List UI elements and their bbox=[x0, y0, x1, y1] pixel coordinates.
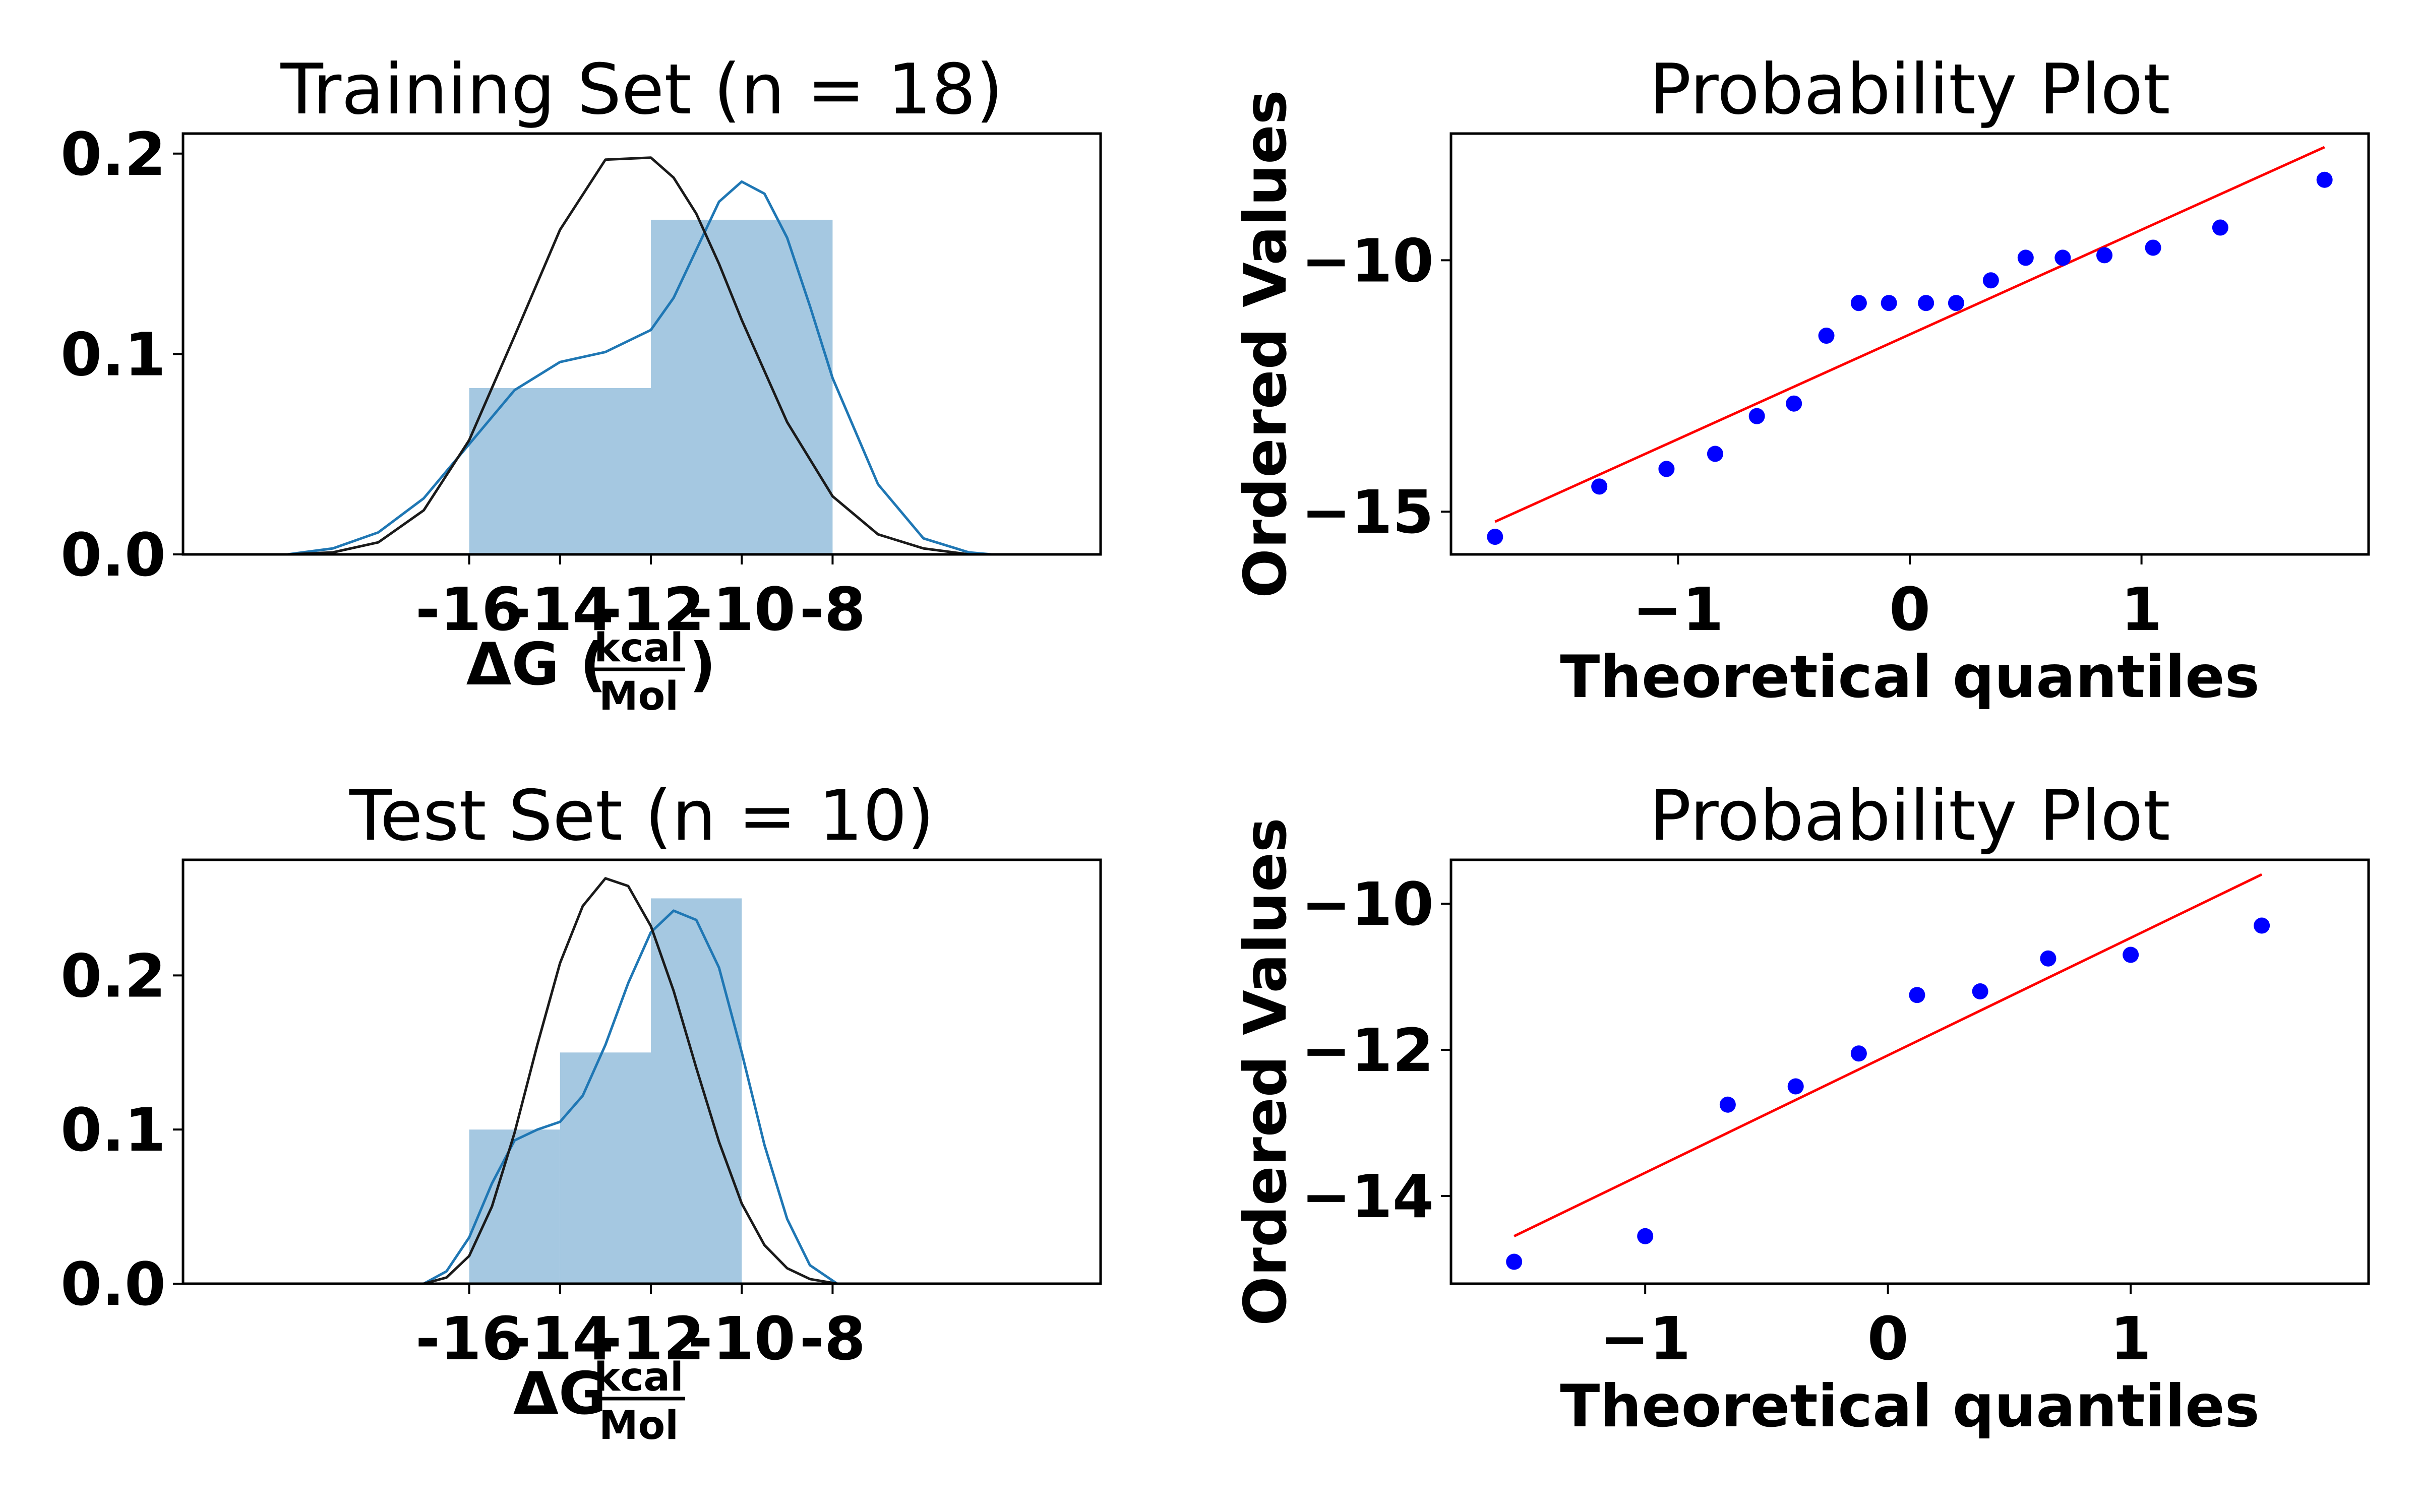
y-axis-label: Ordered Values bbox=[1232, 90, 1300, 598]
y-tick-label: 0.0 bbox=[60, 520, 166, 590]
x-axis-label: Theoretical quantiles bbox=[1560, 643, 2260, 711]
x-tick-label: -10 bbox=[688, 575, 796, 644]
y-tick-label: 0.2 bbox=[60, 941, 166, 1011]
x-tick-label: -12 bbox=[597, 1304, 704, 1373]
y-tick-label: 0.0 bbox=[60, 1249, 166, 1319]
chart-title: Probability Plot bbox=[1649, 49, 2170, 130]
data-point-10 bbox=[2254, 917, 2270, 934]
data-point-16 bbox=[2145, 239, 2161, 256]
y-tick-label: −10 bbox=[1301, 869, 1434, 939]
x-tick-label: 1 bbox=[2110, 1304, 2151, 1373]
y-tick-label: −14 bbox=[1301, 1162, 1434, 1231]
data-point-17 bbox=[2212, 219, 2228, 236]
data-point-2 bbox=[1637, 1228, 1654, 1244]
x-axis-label-unit-numerator: kcal bbox=[594, 625, 683, 671]
data-point-9 bbox=[2123, 947, 2139, 963]
histogram-bar-3 bbox=[651, 898, 742, 1284]
data-point-8 bbox=[1850, 295, 1867, 311]
plot-area bbox=[1506, 873, 2270, 1270]
data-point-6 bbox=[1786, 395, 1802, 412]
y-tick-label: 0.1 bbox=[60, 320, 166, 389]
plot-area bbox=[287, 156, 992, 554]
plot-area bbox=[1487, 146, 2333, 545]
fit-line bbox=[1514, 873, 2263, 1238]
data-point-14 bbox=[2054, 249, 2071, 266]
data-point-7 bbox=[1972, 983, 1988, 999]
x-tick-label: -14 bbox=[506, 575, 614, 644]
y-tick-label: 0.2 bbox=[60, 119, 166, 189]
x-axis-label-unit-numerator: kcal bbox=[594, 1355, 683, 1400]
data-point-11 bbox=[1948, 295, 1964, 311]
data-point-12 bbox=[1982, 272, 1999, 289]
x-tick-label: -10 bbox=[688, 1304, 796, 1373]
y-tick-label: −12 bbox=[1301, 1016, 1434, 1085]
x-axis-label-close-paren: ) bbox=[689, 631, 716, 699]
data-point-3 bbox=[1658, 461, 1675, 477]
histogram-bar-1 bbox=[469, 388, 651, 554]
data-point-10 bbox=[1918, 295, 1934, 311]
plot-frame bbox=[182, 858, 1102, 1285]
x-tick-label: −1 bbox=[1600, 1304, 1691, 1373]
plot-frame bbox=[1449, 858, 2370, 1285]
x-tick-label: -16 bbox=[415, 1304, 523, 1373]
data-point-3 bbox=[1719, 1096, 1736, 1113]
x-tick-label: -14 bbox=[506, 1304, 614, 1373]
data-point-4 bbox=[1707, 446, 1723, 462]
panel-3: Test Set (n = 10) -16-14-12-10 -8 0.0 0.1 0.2… bbox=[60, 775, 1102, 1448]
data-point-18 bbox=[2316, 171, 2333, 188]
normal-fit-curve bbox=[287, 156, 992, 554]
x-axis-label-unit-denominator: Mol bbox=[599, 674, 679, 719]
data-point-1 bbox=[1487, 529, 1503, 545]
chart-title: Probability Plot bbox=[1649, 775, 2170, 856]
data-point-13 bbox=[2017, 249, 2034, 266]
data-point-7 bbox=[1818, 328, 1835, 344]
panel-1: Training Set (n = 18) -16-14-12-10 -8 0.0 0.… bbox=[60, 49, 1102, 719]
x-tick-label: -16 bbox=[415, 575, 523, 644]
kde-curve bbox=[423, 909, 838, 1284]
x-tick-label: 1 bbox=[2121, 575, 2162, 644]
x-axis-label-unit-denominator: Mol bbox=[599, 1403, 679, 1448]
data-point-15 bbox=[2096, 247, 2113, 264]
kde-curve bbox=[287, 180, 992, 554]
data-point-9 bbox=[1881, 295, 1897, 311]
plot-frame bbox=[1449, 132, 2370, 556]
x-axis-label: Theoretical quantiles bbox=[1560, 1372, 2260, 1440]
y-tick-label: −15 bbox=[1301, 477, 1434, 547]
data-point-5 bbox=[1850, 1045, 1867, 1062]
x-axis-label: ΔG bbox=[513, 1360, 607, 1428]
data-point-6 bbox=[1909, 987, 1925, 1003]
chart-title: Training Set (n = 18) bbox=[280, 49, 1003, 130]
x-tick-label: 0 bbox=[1889, 575, 1930, 644]
histogram-bar-2 bbox=[651, 219, 833, 554]
y-tick-label: −10 bbox=[1301, 226, 1434, 295]
y-axis-label: Ordered Values bbox=[1232, 817, 1300, 1326]
data-point-2 bbox=[1591, 478, 1608, 495]
y-tick-label: 0.1 bbox=[60, 1095, 166, 1165]
x-tick-label: -8 bbox=[800, 1304, 866, 1373]
histogram-bar-2 bbox=[560, 1052, 651, 1284]
chart-title: Test Set (n = 10) bbox=[349, 775, 934, 856]
x-tick-label: −1 bbox=[1632, 575, 1724, 644]
normal-fit-curve bbox=[423, 877, 837, 1284]
x-tick-label: 0 bbox=[1867, 1304, 1909, 1373]
x-tick-label: -12 bbox=[597, 575, 704, 644]
data-point-8 bbox=[2040, 950, 2056, 967]
plot-area bbox=[423, 877, 838, 1284]
x-axis-label: ΔG ( bbox=[466, 631, 607, 699]
x-tick-label: -8 bbox=[800, 575, 866, 644]
data-point-4 bbox=[1787, 1078, 1804, 1095]
data-point-1 bbox=[1506, 1253, 1523, 1270]
data-point-5 bbox=[1748, 408, 1765, 424]
fit-line bbox=[1494, 146, 2325, 523]
panel-4: Probability Plot−1 0 1−14−12−10Theoretical… bbox=[1232, 775, 2370, 1440]
plot-frame bbox=[182, 132, 1102, 556]
histogram-bar-1 bbox=[469, 1129, 560, 1284]
